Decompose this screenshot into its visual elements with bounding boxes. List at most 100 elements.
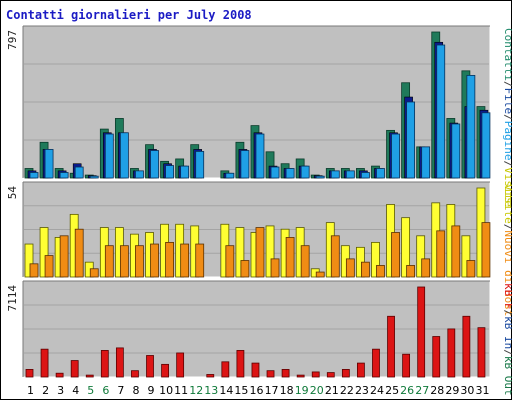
bar-pagine — [391, 133, 400, 179]
bar-kb-f — [100, 350, 109, 378]
bar-nuovi-host — [300, 245, 310, 278]
x-tick-label: 23 — [355, 384, 369, 397]
bar-nuovi-host — [74, 228, 84, 278]
bar-pagine — [285, 168, 295, 179]
legend-entry: / — [502, 114, 512, 121]
x-tick-label: 31 — [475, 384, 489, 397]
chart-title: Contatti giornalieri per July 2008 — [6, 8, 252, 22]
bar-nuovi-host — [240, 260, 250, 278]
x-tick-label: 8 — [132, 384, 139, 397]
bar-nuovi-host — [195, 243, 205, 278]
x-tick-label: 3 — [57, 384, 64, 397]
x-tick-label: 17 — [265, 384, 279, 397]
bar-nuovi-host — [29, 263, 39, 278]
bar-nuovi-host — [150, 243, 159, 278]
x-tick-label: 12 — [189, 384, 203, 397]
bar-pagine — [345, 170, 355, 179]
bar-pagine — [330, 170, 340, 179]
x-tick-label: 7 — [117, 384, 124, 397]
bar-nuovi-host — [361, 261, 370, 278]
legend-entry: / — [502, 310, 512, 317]
bar-pagine — [376, 168, 385, 179]
bar-visite — [416, 235, 426, 278]
bar-kb-f — [85, 374, 94, 378]
x-tick-label: 19 — [295, 384, 309, 397]
legend-entry: Visite — [502, 184, 512, 224]
bar-pagine — [150, 150, 159, 179]
bar-visite — [24, 243, 34, 278]
bar-kb-f — [432, 336, 441, 378]
bar-nuovi-host — [225, 245, 235, 278]
x-tick-label: 20 — [310, 384, 324, 397]
bar-pagine — [180, 165, 190, 179]
legend-entry: File — [502, 88, 512, 115]
bar-pagine — [451, 123, 461, 179]
bar-kb-f — [25, 369, 34, 378]
bar-kb-f — [221, 361, 230, 378]
legend-entry: / — [502, 160, 512, 167]
bar-nuovi-host — [466, 260, 476, 278]
bar-kb-f — [402, 353, 411, 378]
bar-pagine — [44, 149, 54, 179]
bar-kb-f — [326, 372, 335, 378]
bar-pagine — [421, 146, 431, 179]
bar-visite — [371, 241, 380, 278]
bar-pagine — [29, 172, 39, 179]
bar-visite — [39, 227, 49, 278]
bar-pagine — [481, 112, 491, 179]
x-tick-label: 10 — [159, 384, 173, 397]
bar-kb-f — [447, 328, 456, 378]
x-tick-label: 4 — [72, 384, 79, 397]
x-tick-label: 14 — [219, 384, 233, 397]
bar-kb-f — [341, 369, 350, 378]
bar-kb-f — [296, 374, 305, 378]
bar-kb-f — [417, 286, 426, 378]
x-tick-label: 21 — [325, 384, 339, 397]
bar-nuovi-host — [436, 230, 446, 278]
x-tick-label: 25 — [385, 384, 399, 397]
right-legend-2: kB F/kB In/kB Out — [502, 283, 512, 396]
bar-nuovi-host — [391, 232, 400, 278]
bar-pagine — [406, 101, 416, 179]
bar-kb-f — [131, 370, 139, 378]
bar-kb-f — [357, 362, 365, 378]
y-axis-max-label: 54 — [6, 186, 19, 200]
bar-pagine — [135, 170, 144, 179]
bar-kb-f — [115, 347, 124, 378]
x-tick-label: 29 — [445, 384, 459, 397]
right-legend-0: Contatti/File/Pagine/Visite — [502, 28, 512, 207]
legend-entry: / — [502, 349, 512, 356]
x-tick-label: 22 — [340, 384, 354, 397]
bar-pagine — [59, 172, 69, 179]
bar-kb-f — [477, 327, 486, 378]
bar-visite — [461, 235, 471, 278]
bar-nuovi-host — [59, 235, 69, 278]
x-tick-label: 6 — [102, 384, 109, 397]
legend-entry: Visite — [502, 167, 512, 207]
x-tick-label: 13 — [204, 384, 218, 397]
bar-nuovi-host — [285, 237, 295, 278]
bar-nuovi-host — [104, 245, 114, 278]
legend-entry: kB In — [502, 316, 512, 349]
bar-kb-f — [70, 360, 79, 378]
x-tick-label: 11 — [174, 384, 188, 397]
bar-nuovi-host — [406, 265, 416, 278]
bar-kb-f — [251, 362, 260, 378]
x-tick-label: 30 — [460, 384, 474, 397]
bar-nuovi-host — [135, 245, 144, 278]
bar-pagine — [225, 172, 235, 179]
bar-nuovi-host — [376, 265, 385, 278]
x-tick-label: 26 — [400, 384, 414, 397]
bar-kb-f — [146, 355, 154, 378]
legend-entry: kB Out — [502, 356, 512, 396]
y-axis-max-label: 797 — [6, 30, 19, 50]
bar-nuovi-host — [421, 258, 431, 278]
bar-nuovi-host — [44, 255, 54, 278]
legend-entry: / — [502, 224, 512, 231]
bar-pagine — [195, 151, 205, 179]
legend-entry: Contatti — [502, 28, 512, 81]
x-tick-label: 27 — [415, 384, 429, 397]
bar-nuovi-host — [255, 227, 265, 278]
x-tick-label: 2 — [42, 384, 49, 397]
